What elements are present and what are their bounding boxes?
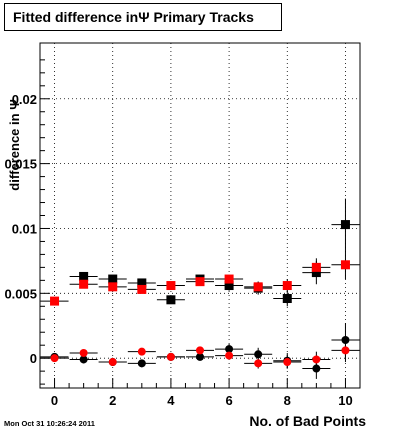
circle-marker	[196, 352, 204, 361]
circle-marker	[137, 347, 146, 356]
circle-marker	[254, 350, 263, 359]
y-tick-label: 0.005	[4, 286, 37, 301]
square-marker	[340, 260, 350, 270]
data-point	[40, 296, 69, 306]
circle-marker	[79, 348, 88, 357]
square-marker	[311, 262, 321, 272]
data-point	[331, 198, 360, 251]
data-point	[69, 271, 98, 281]
square-marker	[195, 277, 205, 287]
circle-marker	[50, 354, 59, 363]
y-tick-label: 0.01	[12, 221, 37, 236]
data-point	[186, 277, 214, 287]
square-marker	[224, 274, 234, 284]
data-point	[127, 284, 156, 294]
square-marker	[340, 220, 350, 230]
x-tick-label: 8	[284, 393, 291, 408]
data-point	[156, 352, 185, 361]
square-marker	[166, 281, 176, 291]
x-tick-label: 6	[225, 393, 232, 408]
data-point	[244, 347, 273, 361]
data-point	[156, 295, 185, 305]
data-point	[244, 281, 273, 293]
circle-marker	[283, 358, 292, 367]
y-axis-label: difference in Ψ	[7, 99, 22, 190]
axis-ticks	[39, 59, 361, 388]
x-tick-label: 10	[338, 393, 352, 408]
circle-marker	[312, 355, 321, 364]
data-point	[331, 250, 360, 280]
data-point	[127, 347, 156, 356]
data-point	[98, 282, 127, 292]
circle-marker	[137, 359, 146, 368]
data-point	[215, 351, 244, 360]
square-marker	[50, 296, 60, 306]
square-marker	[253, 282, 263, 292]
data-point	[302, 258, 331, 277]
data-point	[273, 290, 302, 307]
data-point	[273, 279, 302, 293]
circle-marker	[108, 358, 117, 367]
square-marker	[108, 282, 118, 292]
x-tick-label: 0	[51, 393, 58, 408]
data-point	[186, 346, 214, 355]
data-point	[98, 274, 127, 284]
circle-marker	[196, 346, 204, 355]
data-point	[273, 355, 302, 369]
tick-labels: 0 2 4 6 8 10 0 0.005 0.01 0.015 0.02	[4, 92, 352, 408]
x-axis-label: No. of Bad Points	[249, 413, 366, 429]
circle-marker	[312, 364, 321, 373]
y-tick-label: 0.02	[12, 92, 37, 107]
square-marker	[79, 271, 89, 281]
circle-marker	[341, 346, 350, 355]
data-point	[69, 348, 98, 357]
square-marker	[137, 278, 147, 288]
square-marker	[137, 284, 147, 294]
square-marker	[166, 295, 176, 305]
square-marker	[282, 281, 292, 291]
x-tick-label: 4	[167, 393, 175, 408]
data-point	[215, 274, 244, 284]
data-point	[156, 281, 185, 291]
y-tick-label: 0.015	[4, 157, 37, 172]
circle-marker	[225, 351, 234, 360]
x-tick-label: 2	[109, 393, 116, 408]
circle-marker	[166, 352, 175, 361]
timestamp: Mon Oct 31 10:26:24 2011	[4, 419, 95, 428]
data-point	[98, 358, 127, 367]
chart-title: Fitted difference inΨ Primary Tracks	[4, 3, 282, 31]
grid-lines	[40, 43, 360, 388]
data-point	[40, 354, 69, 363]
data-point	[69, 279, 98, 289]
square-marker	[79, 279, 89, 289]
data-point	[127, 359, 156, 368]
circle-marker	[79, 355, 88, 364]
data-marks	[40, 198, 360, 379]
square-marker	[224, 281, 234, 291]
data-point	[331, 338, 360, 363]
circle-marker	[225, 345, 234, 354]
circle-marker	[254, 359, 263, 368]
square-marker	[282, 294, 292, 304]
data-point	[302, 351, 331, 368]
data-point	[244, 358, 273, 369]
square-marker	[108, 274, 118, 284]
plot-frame	[39, 42, 361, 389]
y-tick-label: 0	[30, 351, 37, 366]
